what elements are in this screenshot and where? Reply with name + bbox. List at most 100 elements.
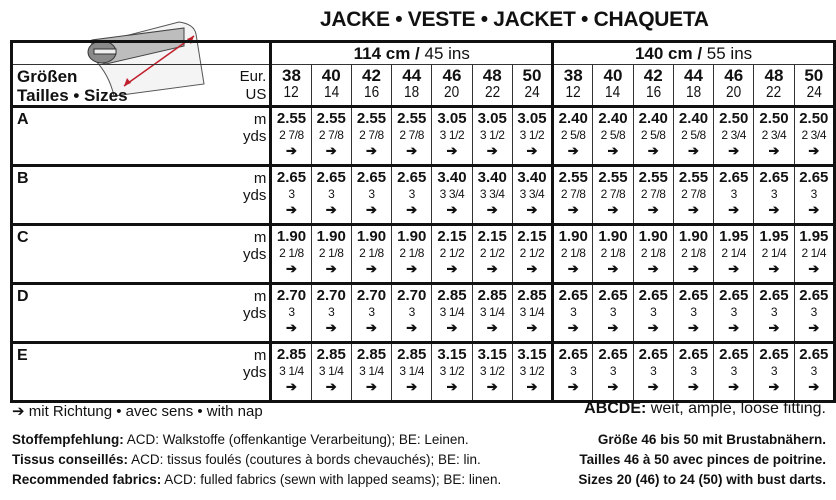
size-header: 44 18 xyxy=(672,64,715,108)
yardage-cell: 2.65 3 ➔ xyxy=(270,165,312,226)
meters-value: 2.65 xyxy=(799,287,829,304)
yards-value: 3 xyxy=(328,187,335,201)
yardage-cell: 2.85 3 1/4 ➔ xyxy=(270,342,312,403)
meters-value: 2.55 xyxy=(316,110,346,127)
size-header: 42 16 xyxy=(350,64,393,108)
nap-arrow-icon: ➔ xyxy=(486,261,498,276)
yards-value: 3 xyxy=(570,305,577,319)
meters-value: 2.55 xyxy=(276,110,307,127)
yards-value: 3 1/2 xyxy=(479,364,505,378)
meters-value: 2.85 xyxy=(356,346,387,363)
yards-value: 3 3/4 xyxy=(439,187,465,201)
yards-value: 3 xyxy=(570,364,577,378)
yards-value: 2 7/8 xyxy=(399,128,425,142)
yards-value: 2 1/4 xyxy=(721,246,747,260)
meters-value: 2.65 xyxy=(276,169,307,186)
nap-arrow-icon: ➔ xyxy=(366,379,377,394)
meters-value: 2.65 xyxy=(799,346,829,363)
fit-text: weit, ample, loose fitting. xyxy=(646,400,826,417)
meters-value: 2.85 xyxy=(397,346,427,363)
nap-arrow-icon: ➔ xyxy=(325,261,337,276)
nap-arrow-icon: ➔ xyxy=(808,379,820,394)
yardage-cell: 3.40 3 3/4 ➔ xyxy=(431,165,473,226)
meters-value: 2.65 xyxy=(759,287,789,304)
meters-value: 2.70 xyxy=(276,287,307,304)
size-header: 40 14 xyxy=(310,64,352,108)
nap-arrow-icon: ➔ xyxy=(406,320,418,335)
yardage-cell: 1.90 2 1/8 ➔ xyxy=(270,224,312,285)
fabric-recommendation: Tissus conseillés: ACD: tissus foulés (c… xyxy=(12,452,481,467)
nap-arrow-icon: ➔ xyxy=(526,320,538,335)
yardage-cell: 2.15 2 1/2 ➔ xyxy=(431,224,473,285)
nap-arrow-icon: ➔ xyxy=(728,202,740,217)
yardage-cell: 2.85 3 1/4 ➔ xyxy=(511,283,555,344)
size-header: 50 24 xyxy=(793,64,836,108)
yards-value: 3 1/2 xyxy=(519,128,545,142)
yardage-cell: 1.95 2 1/4 ➔ xyxy=(793,224,836,285)
nap-arrow-icon: ➔ xyxy=(567,379,579,394)
nap-arrow-icon: ➔ xyxy=(325,143,337,158)
meters-value: 2.65 xyxy=(678,287,709,304)
nap-arrow-icon: ➔ xyxy=(286,320,297,335)
yardage-cell: 2.55 2 7/8 ➔ xyxy=(632,165,674,226)
nap-arrow-icon: ➔ xyxy=(446,261,458,276)
unit-labels: m yds xyxy=(235,106,273,167)
yards-value: 3 xyxy=(730,187,738,201)
size-header: 46 20 xyxy=(431,64,473,108)
yards-value: 3 1/4 xyxy=(479,305,505,319)
yardage-cell: 2.85 3 1/4 ➔ xyxy=(350,342,393,403)
meters-value: 1.90 xyxy=(558,228,588,245)
yardage-cell: 1.90 2 1/8 ➔ xyxy=(350,224,393,285)
meters-value: 2.65 xyxy=(598,346,628,363)
nap-arrow-icon: ➔ xyxy=(607,261,619,276)
meters-value: 2.40 xyxy=(558,110,588,127)
yards-value: 2 7/8 xyxy=(560,187,586,201)
nap-arrow-icon: ➔ xyxy=(768,202,780,217)
meters-value: 3.05 xyxy=(477,110,507,127)
yardage-cell: 2.65 3 ➔ xyxy=(592,283,634,344)
yards-value: 3 xyxy=(690,305,697,319)
meters-value: 2.65 xyxy=(638,287,668,304)
nap-arrow-icon: ➔ xyxy=(446,202,458,217)
yards-value: 2 1/8 xyxy=(640,246,666,260)
meters-value: 2.65 xyxy=(558,287,588,304)
width-group-header: 114 cm / 45 ins xyxy=(270,41,555,65)
yardage-cell: 2.55 2 7/8 ➔ xyxy=(592,165,634,226)
nap-arrow-icon: ➔ xyxy=(366,202,377,217)
yardage-cell: 2.65 3 ➔ xyxy=(672,342,715,403)
yards-value: 3 xyxy=(368,305,375,319)
nap-arrow-icon: ➔ xyxy=(366,143,377,158)
yards-value: 2 3/4 xyxy=(761,128,787,142)
yards-value: 3 xyxy=(770,187,778,201)
yardage-cell: 2.40 2 5/8 ➔ xyxy=(672,106,715,167)
yards-value: 3 xyxy=(368,187,375,201)
nap-legend: ➔ mit Richtung • avec sens • with nap xyxy=(12,403,263,420)
yards-value: 3 1/2 xyxy=(439,128,465,142)
nap-arrow-icon: ➔ xyxy=(486,379,498,394)
yardage-cell: 2.65 3 ➔ xyxy=(310,165,352,226)
yards-value: 3 xyxy=(690,364,697,378)
meters-value: 2.55 xyxy=(356,110,387,127)
nap-arrow-icon: ➔ xyxy=(406,202,418,217)
yards-value: 2 3/4 xyxy=(721,128,747,142)
yardage-cell: 3.05 3 1/2 ➔ xyxy=(511,106,555,167)
yardage-cell: 2.40 2 5/8 ➔ xyxy=(592,106,634,167)
size-header: 48 22 xyxy=(471,64,513,108)
meters-value: 2.65 xyxy=(316,169,346,186)
yardage-cell: 3.15 3 1/2 ➔ xyxy=(471,342,513,403)
meters-value: 2.55 xyxy=(558,169,588,186)
yards-value: 3 xyxy=(408,187,416,201)
meters-value: 2.15 xyxy=(517,228,547,245)
nap-arrow-icon: ➔ xyxy=(808,143,820,158)
size-header: 46 20 xyxy=(713,64,755,108)
nap-arrow-icon: ➔ xyxy=(688,143,699,158)
nap-arrow-icon: ➔ xyxy=(808,320,820,335)
yards-value: 2 1/8 xyxy=(359,246,384,260)
yardage-cell: 3.15 3 1/2 ➔ xyxy=(431,342,473,403)
meters-value: 2.65 xyxy=(356,169,387,186)
nap-arrow-icon: ➔ xyxy=(286,202,297,217)
nap-arrow-icon: ➔ xyxy=(728,320,740,335)
nap-arrow-icon: ➔ xyxy=(486,143,498,158)
yards-value: 3 3/4 xyxy=(479,187,505,201)
yardage-cell: 2.40 2 5/8 ➔ xyxy=(632,106,674,167)
